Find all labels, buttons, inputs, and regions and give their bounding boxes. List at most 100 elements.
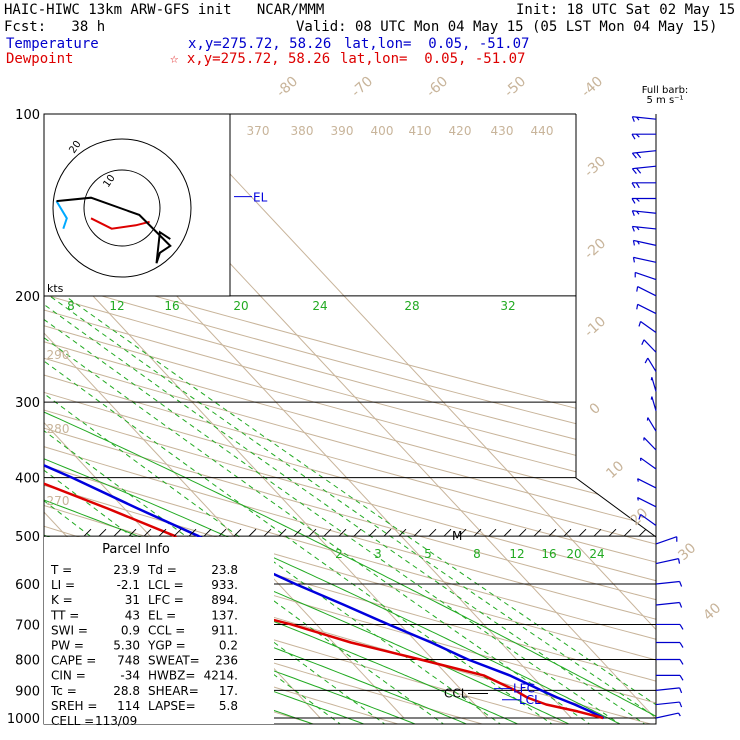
wind-barb-staff (632, 210, 657, 214)
lfc-label: LFC (513, 682, 535, 696)
temperature-legend: Temperature (6, 36, 99, 52)
wind-barb (656, 658, 684, 665)
theta-label: 430 (491, 124, 514, 138)
wind-barb (632, 256, 657, 263)
wind-barb (655, 558, 681, 565)
isobar-hatch (548, 528, 557, 537)
wind-barb (631, 225, 657, 232)
parcel-field-label: Td = (147, 563, 177, 577)
wind-barb (637, 496, 657, 508)
mixing-ratio-line (44, 295, 630, 724)
mixing-ratio-label: 20 (566, 547, 581, 561)
wind-barb-feather (637, 497, 639, 501)
wind-barb (636, 286, 657, 297)
isobar-hatch (443, 528, 452, 537)
wind-barb-feather (631, 226, 635, 232)
isotherm-label: -60 (423, 73, 451, 100)
parcel-field-value: 748 (117, 654, 140, 668)
parcel-field-value: 894. (211, 593, 238, 607)
isobar-hatch (248, 528, 257, 537)
wind-barb-feather (679, 581, 683, 587)
moist-adiabat-line (44, 295, 656, 724)
parcel-field-label: SWI = (51, 623, 88, 637)
wind-barb-staff (651, 396, 657, 411)
wind-barb-staff (655, 536, 677, 545)
mixing-ratio-label: 8 (67, 299, 75, 313)
isobar-hatch (398, 528, 407, 537)
wind-barb (638, 320, 657, 333)
isotherm-label: -40 (578, 73, 606, 100)
parcel-field-value: 113/09 (95, 714, 137, 728)
ccl-label: CCL (444, 687, 468, 701)
parcel-field-label: SWEAT= (148, 654, 200, 668)
parcel-field-label: LAPSE= (148, 699, 196, 713)
moist-adiabat-line (44, 295, 584, 724)
wind-barb (646, 417, 657, 432)
pressure-tick-label: 100 (15, 108, 40, 123)
barb-legend-line1: Full barb: (642, 85, 689, 96)
wind-barb-staff (655, 580, 680, 585)
wind-barb-staff (655, 687, 680, 691)
wind-barb-staff (647, 357, 657, 372)
isobar-hatch (593, 528, 602, 537)
wind-barb (655, 536, 678, 545)
mixing-ratio-label: 32 (500, 299, 515, 313)
sounding-profiles (44, 114, 605, 720)
wind-barb-feather (631, 152, 637, 159)
mixing-ratio-label: 20 (233, 299, 248, 313)
wind-barb-feather (679, 701, 683, 708)
mixing-ratio-label: 5 (424, 547, 432, 561)
wind-barb-feather (635, 133, 640, 138)
isobar-hatch (218, 528, 227, 537)
wind-barb-feather (632, 257, 635, 263)
pressure-tick-label: 300 (15, 396, 40, 411)
dewpoint-profile (44, 114, 604, 720)
isobar-hatch (353, 528, 362, 537)
parcel-field-value: 28.8 (113, 684, 140, 698)
dry-adiabat-line (44, 114, 656, 724)
parcel-field-label: CELL = (51, 714, 94, 728)
isotherm-label: -70 (348, 73, 376, 100)
mixing-ratio-label: 16 (164, 299, 179, 313)
parcel-field-label: CIN = (51, 669, 86, 683)
wind-barb-feather (636, 152, 642, 159)
parcel-field-label: T = (50, 563, 72, 577)
wind-barb-feather (679, 602, 683, 608)
dry-adiabat-line (44, 114, 656, 724)
wind-barb-staff (635, 271, 657, 281)
dry-adiabat-line (44, 114, 656, 724)
parcel-field-value: 23.9 (113, 563, 140, 577)
hodograph-unit: kts (47, 282, 64, 295)
parcel-field-label: YGP = (147, 639, 186, 653)
parcel-field-value: 933. (211, 578, 238, 592)
theta-label-left: 290 (47, 348, 70, 362)
hodograph-trace-mid (56, 196, 172, 264)
theta-label: 410 (409, 124, 432, 138)
isobar-hatch (608, 528, 617, 537)
isotherm-line (173, 114, 656, 719)
wind-barb (655, 580, 683, 587)
wind-barb (655, 712, 681, 719)
pressure-tick-label: 700 (15, 618, 40, 633)
wind-barb-feather (636, 116, 640, 121)
dry-adiabat-line (44, 114, 656, 724)
isobar-hatch (173, 528, 182, 537)
isobar-hatch (533, 528, 542, 537)
wind-barb-staff (633, 256, 657, 263)
dry-adiabat-line (44, 114, 656, 724)
isobar-hatch (113, 528, 122, 537)
parcel-field-label: TT = (50, 608, 79, 622)
pressure-tick-label: 600 (15, 578, 40, 593)
wind-barb-staff (637, 286, 657, 297)
dry-adiabat-line (44, 114, 656, 724)
theta-label: 370 (247, 124, 270, 138)
wind-barb-staff (655, 558, 679, 565)
parcel-field-label: CAPE = (51, 654, 96, 668)
mixing-ratio-line (44, 295, 655, 724)
wind-barb-staff (655, 712, 679, 719)
pressure-tick-label: 500 (15, 530, 40, 545)
parcel-field-label: HWBZ= (148, 669, 195, 683)
hodograph-trace-low (90, 217, 150, 230)
wind-barb (634, 271, 657, 281)
